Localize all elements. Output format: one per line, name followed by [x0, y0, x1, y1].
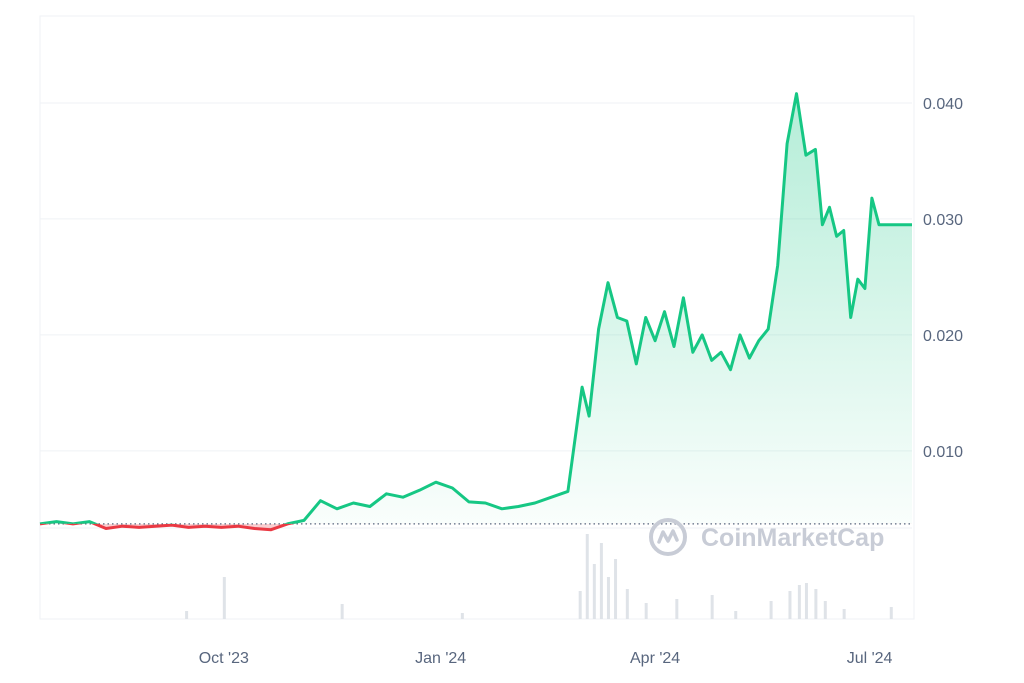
volume-bars [185, 534, 893, 619]
watermark-text: CoinMarketCap [701, 524, 884, 552]
volume-bar [185, 611, 189, 619]
y-tick-label: 0.030 [923, 212, 963, 229]
volume-bar [585, 534, 589, 619]
volume-bar [889, 607, 893, 619]
volume-bar [606, 577, 610, 619]
volume-bar [823, 601, 827, 619]
x-tick-label: Jan '24 [415, 650, 466, 667]
volume-bar [599, 543, 603, 619]
volume-bar [625, 589, 629, 619]
volume-bar [842, 609, 846, 619]
watermark: CoinMarketCap [649, 518, 884, 556]
volume-bar [797, 585, 801, 619]
price-area-up [40, 93, 912, 524]
volume-bar [804, 583, 808, 619]
volume-bar [340, 604, 344, 619]
price-line-down [40, 523, 295, 532]
y-axis: 0.010 0.020 0.030 0.040 [923, 96, 963, 461]
volume-bar [769, 601, 773, 619]
x-tick-label: Apr '24 [630, 650, 680, 667]
y-tick-label: 0.020 [923, 328, 963, 345]
volume-bar [578, 591, 582, 619]
y-tick-label: 0.040 [923, 96, 963, 113]
volume-bar [592, 564, 596, 619]
plot-frame [39, 15, 915, 620]
x-axis: Oct '23 Jan '24 Apr '24 Jul '24 [199, 650, 893, 667]
volume-bar [460, 613, 464, 619]
volume-bar [814, 589, 818, 619]
coinmarketcap-logo-icon [649, 518, 687, 556]
volume-bar [710, 595, 714, 619]
price-line-up [39, 92, 912, 524]
volume-bar [788, 591, 792, 619]
y-tick-label: 0.010 [923, 444, 963, 461]
x-tick-label: Jul '24 [847, 650, 893, 667]
x-tick-label: Oct '23 [199, 650, 249, 667]
volume-bar [734, 611, 738, 619]
volume-bar [614, 559, 618, 619]
price-line [39, 92, 912, 532]
volume-bar [222, 577, 226, 619]
price-area [40, 93, 912, 530]
volume-bar [644, 603, 648, 619]
volume-bar [675, 599, 679, 619]
